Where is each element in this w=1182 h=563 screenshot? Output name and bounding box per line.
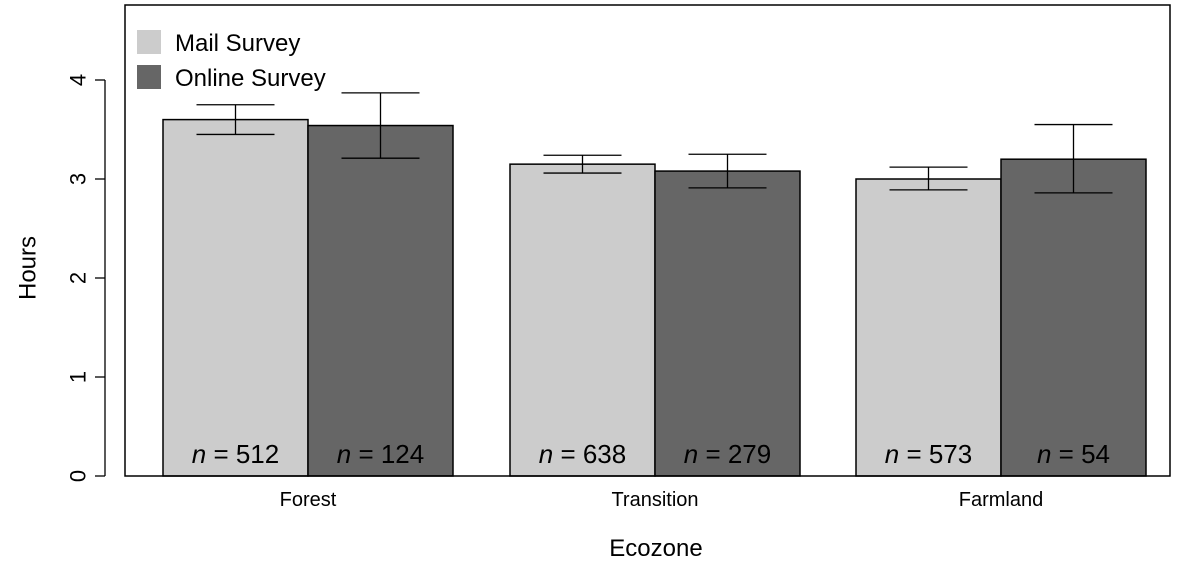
sample-size-label: n = 573 (885, 439, 972, 469)
sample-size-label: n = 638 (539, 439, 626, 469)
x-tick-label-forest: Forest (280, 489, 337, 511)
y-tick-label: 1 (66, 371, 91, 383)
y-axis: 0 1 2 3 4 (66, 74, 106, 482)
sample-size-label: n = 54 (1037, 439, 1110, 469)
y-tick-label: 4 (66, 74, 91, 86)
sample-size-label: n = 279 (684, 439, 771, 469)
x-tick-label-farmland: Farmland (959, 489, 1043, 511)
y-tick-label: 0 (66, 470, 91, 482)
legend-label-mail-survey: Mail Survey (175, 30, 300, 57)
bar-farmland-online-survey (1000, 158, 1147, 477)
x-axis: Forest Transition Farmland (280, 489, 1044, 511)
plot-frame (124, 4, 1171, 477)
legend: Mail Survey Online Survey (137, 30, 326, 92)
sample-size-label: n = 512 (192, 439, 279, 469)
sample-size-labels-layer: n = 512 n = 124 n = 638 n = 279 n = 573 n = 5… (192, 439, 1110, 469)
bar-forest-online-survey (307, 124, 454, 477)
error-bar-farmland-mail-survey (889, 166, 968, 191)
error-bars-layer (196, 92, 1113, 194)
x-axis-title: Ecozone (609, 535, 702, 562)
error-bar-transition-mail-survey (543, 154, 622, 174)
legend-label-online-survey: Online Survey (175, 65, 326, 92)
error-bar-farmland-online-survey (1034, 123, 1113, 194)
error-bar-transition-online-survey (688, 153, 767, 189)
legend-swatch-mail-survey (137, 30, 161, 54)
x-tick-label-transition: Transition (611, 489, 698, 511)
bars-layer (162, 118, 1147, 477)
legend-swatch-online-survey (137, 65, 161, 89)
y-axis-title: Hours (15, 236, 42, 300)
y-tick-label: 2 (66, 272, 91, 284)
bar-farmland-mail-survey (855, 178, 1002, 477)
sample-size-label: n = 124 (337, 439, 424, 469)
error-bar-forest-online-survey (341, 92, 420, 159)
error-bar-forest-mail-survey (196, 104, 275, 136)
y-tick-label: 3 (66, 173, 91, 185)
bar-forest-mail-survey (162, 118, 309, 477)
bar-transition-mail-survey (509, 163, 656, 477)
bar-transition-online-survey (654, 170, 801, 477)
